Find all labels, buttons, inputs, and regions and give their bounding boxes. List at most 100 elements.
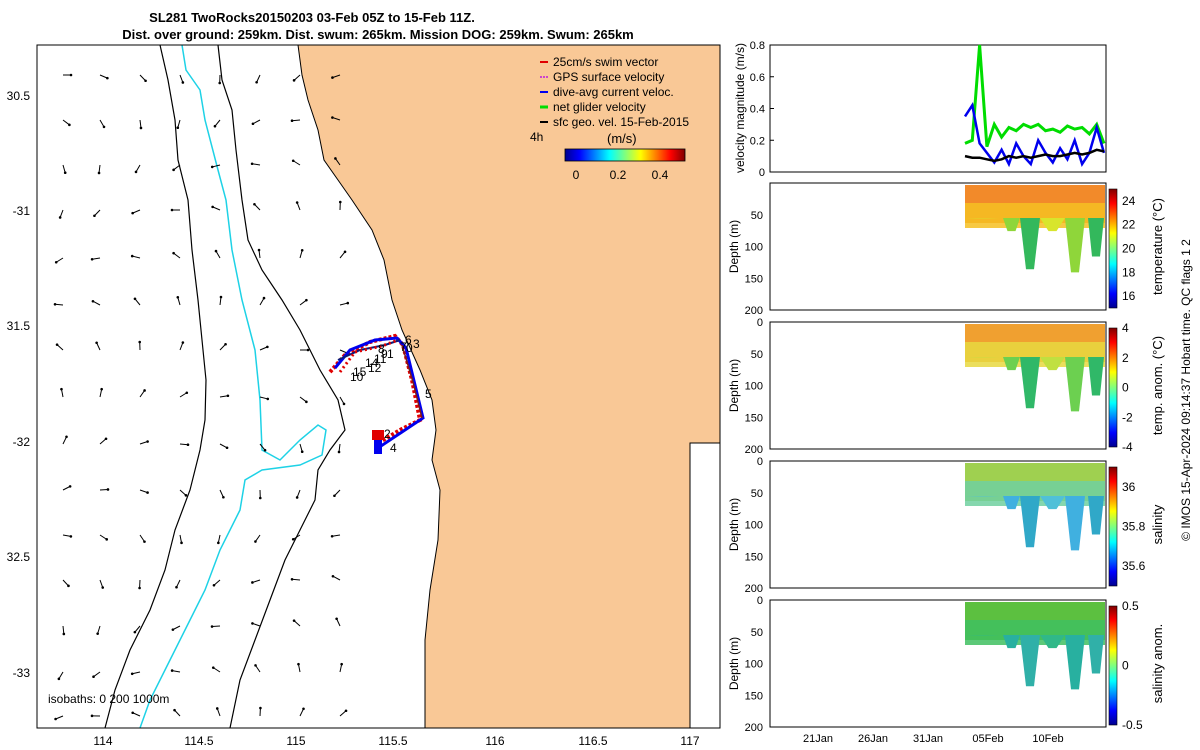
- colorbar-tick: 35.6: [1122, 559, 1146, 573]
- velocity-arrow: [293, 620, 301, 627]
- time-axis: 21Jan 26Jan 31Jan 05Feb 10Feb: [803, 733, 1064, 745]
- track-label: 7: [400, 340, 407, 354]
- velocity-arrow: [99, 74, 108, 79]
- velocity-arrow-head: [130, 254, 134, 258]
- profile-colorbar: [1108, 466, 1118, 587]
- velocity-panel: 0 0.2 0.4 0.6 0.8 velocity magnitude (m/s): [733, 40, 1107, 179]
- velocity-arrow: [219, 296, 222, 306]
- velocity-arrow: [334, 489, 341, 497]
- velocity-arrow-head: [344, 709, 348, 713]
- velocity-arrow-head: [222, 495, 225, 499]
- velocity-arrow-head: [146, 440, 149, 443]
- colorbar-tick: 0: [1122, 381, 1129, 395]
- velocity-arrow: [335, 158, 341, 166]
- velocity-arrow: [59, 209, 64, 218]
- velocity-arrow-head: [333, 494, 336, 498]
- velocity-arrow: [62, 625, 65, 635]
- title-line2: Dist. over ground: 259km. Dist. swum: 26…: [122, 27, 634, 42]
- lon-tick: 114.5: [184, 734, 213, 748]
- velocity-y-tick: 0.4: [750, 104, 765, 116]
- velocity-arrow-head: [106, 488, 110, 491]
- velocity-arrow-head: [139, 126, 143, 130]
- velocity-arrow-head: [259, 706, 262, 710]
- velocity-arrow-head: [251, 122, 255, 126]
- velocity-arrow: [139, 119, 142, 129]
- velocity-arrow: [179, 342, 184, 351]
- track-label: 4: [390, 441, 397, 455]
- legend-swim-vector: 25cm/s swim vector: [553, 55, 658, 69]
- velocity-arrow-head: [290, 119, 294, 122]
- velocity-arrow: [219, 489, 224, 498]
- profile-panel: 0 50 100 150 200 Depth (m) 36 35.8 35.6 salinity: [727, 456, 1165, 595]
- velocity-arrow-head: [292, 79, 296, 82]
- velocity-arrow: [332, 534, 341, 537]
- velocity-arrow-head: [331, 76, 334, 79]
- velocity-series-line: [964, 148, 1105, 163]
- profile-y-tick: 200: [745, 583, 763, 595]
- velocity-arrow: [217, 534, 221, 543]
- velocity-arrow: [292, 534, 301, 540]
- velocity-ylabel: velocity magnitude (m/s): [733, 43, 747, 173]
- legend-4h: 4h: [530, 130, 543, 144]
- velocity-arrow: [62, 436, 67, 445]
- velocity-arrow-head: [69, 535, 73, 538]
- colorbar-tick: -4: [1122, 440, 1133, 454]
- velocity-arrow-head: [68, 485, 72, 488]
- glider-track: [328, 333, 425, 454]
- velocity-arrow-head: [91, 299, 95, 303]
- colorbar-tick: 36: [1122, 480, 1136, 494]
- velocity-arrow: [256, 74, 261, 83]
- profile-colorbar-label: salinity anom.: [1150, 624, 1165, 703]
- velocity-arrow: [179, 392, 188, 398]
- profile-dive: [1020, 357, 1040, 409]
- velocity-arrow: [213, 667, 221, 673]
- velocity-arrow: [54, 303, 64, 306]
- velocity-arrow: [259, 346, 268, 351]
- velocity-arrow-head: [226, 394, 230, 398]
- velocity-series-line: [964, 44, 1106, 148]
- velocity-arrow: [332, 117, 341, 121]
- profile-dive: [1065, 218, 1085, 273]
- velocity-arrow-head: [54, 717, 57, 721]
- velocity-arrow: [99, 389, 103, 398]
- colorbar-tick: 20: [1122, 242, 1136, 256]
- velocity-arrow-head: [180, 541, 183, 545]
- map-panel: 6 3 7 0 9 1 14 12 15 10 8 11 5 2 4 25cm/…: [7, 44, 721, 748]
- velocity-arrow-head: [170, 669, 174, 672]
- velocity-arrow: [55, 257, 64, 263]
- velocity-arrow-head: [346, 301, 350, 305]
- velocity-arrow: [98, 164, 101, 174]
- velocity-arrow: [172, 670, 181, 673]
- velocity-arrow-head: [67, 584, 70, 588]
- credit-text: © IMOS 15-Apr-2024 09:14:37 Hobart time.…: [1179, 239, 1193, 541]
- velocity-arrow-head: [102, 125, 106, 129]
- velocity-arrow-head: [211, 666, 215, 669]
- profile-dive: [1003, 635, 1020, 649]
- colorbar-tick: 22: [1122, 218, 1136, 232]
- velocity-arrow: [97, 625, 101, 634]
- colorbar-tick: 0.4: [652, 168, 669, 182]
- velocity-arrow-head: [263, 448, 267, 452]
- velocity-arrow-head: [133, 297, 137, 301]
- velocity-arrow-head: [53, 303, 57, 306]
- lon-tick: 116: [485, 734, 504, 748]
- velocity-arrow: [92, 300, 101, 306]
- track-label: 11: [374, 352, 387, 366]
- velocity-arrow: [94, 209, 101, 217]
- lat-tick: -32: [13, 435, 31, 449]
- colorbar-tick: -2: [1122, 410, 1133, 424]
- velocity-arrow-head: [258, 496, 262, 500]
- velocity-arrow: [332, 74, 341, 79]
- velocity-arrow-head: [251, 581, 254, 584]
- profile-ylabel: Depth (m): [727, 220, 741, 273]
- track-label: 10: [350, 370, 364, 384]
- velocity-arrow: [219, 343, 226, 351]
- velocity-arrow-head: [254, 664, 257, 667]
- legend-gps-velocity: GPS surface velocity: [553, 70, 664, 84]
- velocity-arrow-head: [181, 81, 185, 84]
- track-label: 5: [425, 387, 432, 401]
- profile-y-tick: 200: [745, 722, 763, 734]
- velocity-arrow-head: [212, 583, 216, 587]
- colorbar-tick: 0.2: [610, 168, 627, 182]
